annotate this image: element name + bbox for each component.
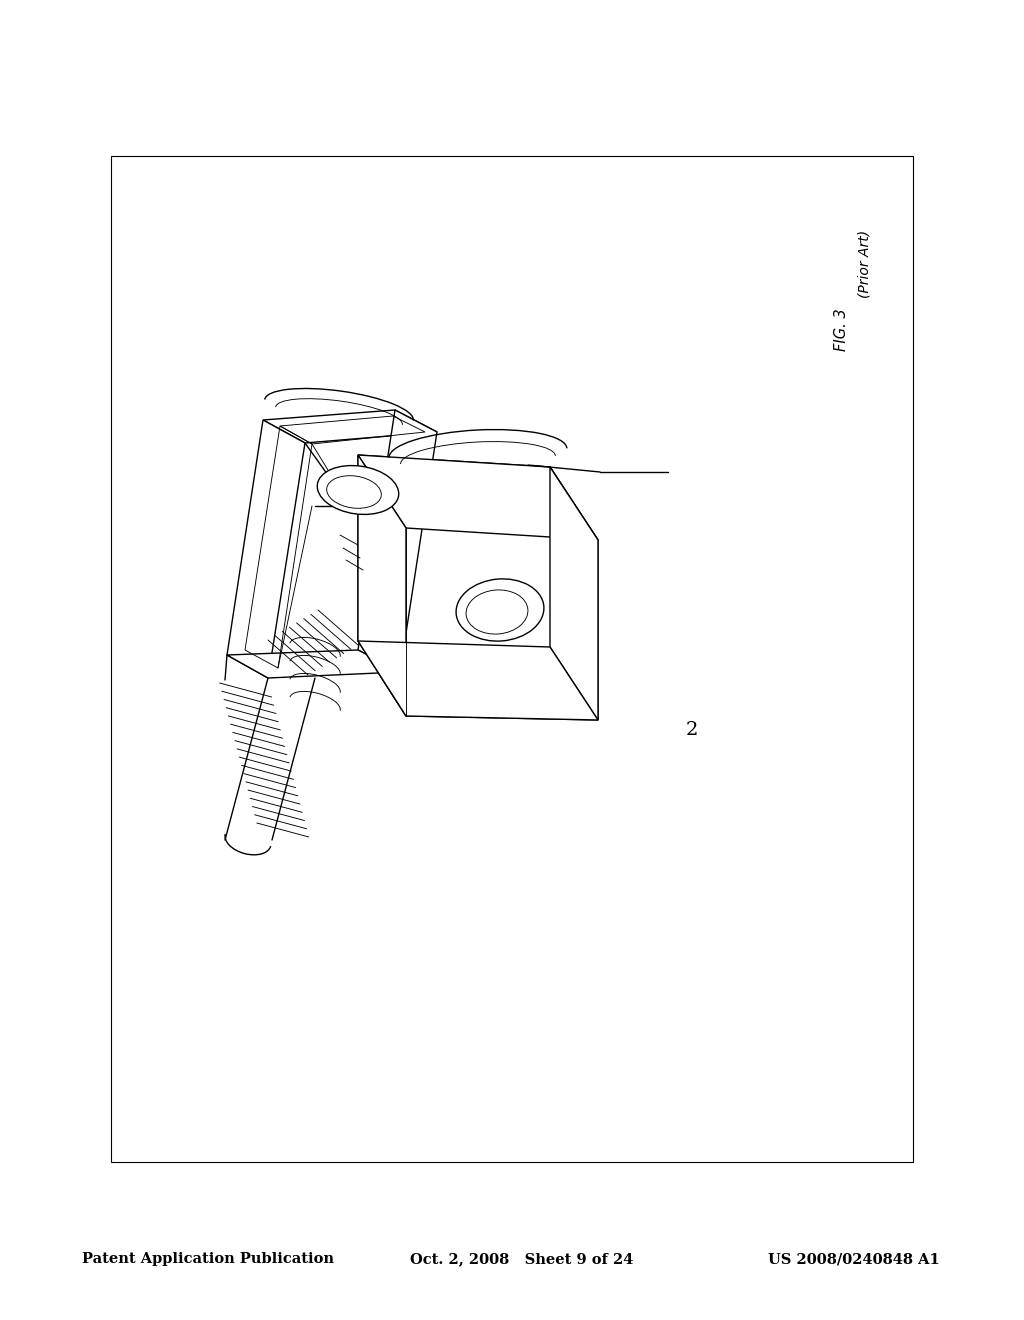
Ellipse shape [456, 579, 544, 642]
Polygon shape [358, 642, 598, 719]
Bar [111, 156, 913, 1162]
Text: (Prior Art): (Prior Art) [857, 230, 871, 298]
Polygon shape [358, 455, 406, 715]
Ellipse shape [317, 466, 398, 515]
Polygon shape [263, 411, 437, 444]
Polygon shape [227, 649, 400, 678]
Polygon shape [227, 420, 305, 678]
Text: US 2008/0240848 A1: US 2008/0240848 A1 [768, 1253, 940, 1266]
Text: Patent Application Publication: Patent Application Publication [82, 1253, 334, 1266]
Polygon shape [358, 455, 598, 540]
Text: Oct. 2, 2008   Sheet 9 of 24: Oct. 2, 2008 Sheet 9 of 24 [410, 1253, 633, 1266]
Polygon shape [358, 411, 437, 672]
Text: 2: 2 [686, 721, 698, 739]
Polygon shape [358, 455, 598, 719]
Polygon shape [550, 467, 598, 719]
Text: FIG. 3: FIG. 3 [835, 309, 849, 351]
